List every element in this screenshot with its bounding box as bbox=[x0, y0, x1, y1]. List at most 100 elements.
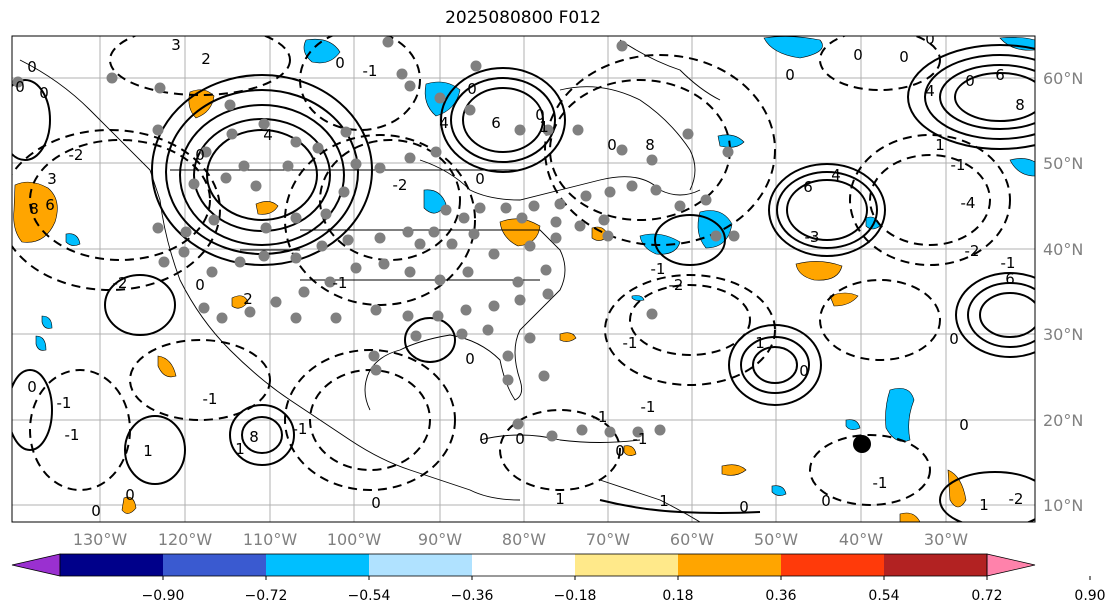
contour-label: -2 bbox=[669, 276, 684, 294]
contour-label: 6 bbox=[1005, 270, 1015, 288]
contour-label: -1 bbox=[363, 62, 378, 80]
colorbar-segment bbox=[163, 554, 266, 576]
contour-label: 2 bbox=[243, 290, 253, 308]
contour-label: 4 bbox=[439, 114, 449, 132]
colorbar bbox=[11, 553, 1036, 577]
longitude-label: 80°W bbox=[502, 530, 546, 549]
contour-label: -2 bbox=[113, 274, 128, 292]
contour-label: 1 bbox=[539, 118, 549, 136]
longitude-label: 70°W bbox=[586, 530, 630, 549]
contour-label: 0 bbox=[739, 498, 749, 516]
colorbar-tick-label: −0.36 bbox=[451, 588, 494, 604]
contour-label: -1 bbox=[951, 156, 966, 174]
contour-label: 6 bbox=[491, 114, 501, 132]
contour-label: 0 bbox=[965, 72, 975, 90]
longitude-label: 50°W bbox=[754, 530, 798, 549]
colorbar-tick-label: 0.18 bbox=[662, 588, 693, 604]
latitude-label: 50°N bbox=[1043, 154, 1083, 173]
contour-label: 0 bbox=[15, 78, 25, 96]
latitude-label: 40°N bbox=[1043, 240, 1083, 259]
contour-label: 0 bbox=[195, 276, 205, 294]
contour-label: 0 bbox=[515, 430, 525, 448]
contour-label: -3 bbox=[805, 228, 820, 246]
contour-label: 1 bbox=[659, 492, 669, 510]
contour-label: 0 bbox=[607, 136, 617, 154]
solid-contours bbox=[12, 44, 1035, 522]
contour-label: 0 bbox=[195, 146, 205, 164]
colorbar-min-extension bbox=[11, 553, 61, 577]
contour-label: -1 bbox=[203, 390, 218, 408]
map-frame bbox=[11, 35, 1036, 523]
dashed-contours bbox=[12, 36, 1011, 506]
contour-label: 1 bbox=[235, 440, 245, 458]
contour-label: 0 bbox=[475, 170, 485, 188]
contour-label: 3 bbox=[171, 36, 181, 54]
colorbar-segment bbox=[266, 554, 369, 576]
contour-label: 8 bbox=[249, 428, 259, 446]
longitude-label: 130°W bbox=[73, 530, 128, 549]
contour-label: -1 bbox=[1001, 254, 1016, 272]
contour-label: 1 bbox=[555, 490, 565, 508]
contour-label: 4 bbox=[831, 166, 841, 184]
contour-label: 0 bbox=[91, 502, 101, 520]
contour-label: 4 bbox=[925, 82, 935, 100]
contour-label: -1 bbox=[593, 408, 608, 426]
colorbar-segment bbox=[60, 554, 163, 576]
grid-lines bbox=[12, 36, 1035, 522]
contour-label: -1 bbox=[873, 474, 888, 492]
colorbar-segment bbox=[472, 554, 575, 576]
colorbar-tick-label: −0.90 bbox=[142, 588, 185, 604]
contour-label: 0 bbox=[39, 84, 49, 102]
longitude-label: 40°W bbox=[839, 530, 883, 549]
contour-label: -1 bbox=[333, 274, 348, 292]
contour-label: -1 bbox=[633, 430, 648, 448]
contour-label: 0 bbox=[535, 106, 545, 124]
contour-label: -1 bbox=[57, 394, 72, 412]
colorbar-segment bbox=[678, 554, 781, 576]
contour-label: 8 bbox=[29, 200, 39, 218]
contour-label: 0 bbox=[335, 54, 345, 72]
contour-label: -4 bbox=[961, 194, 976, 212]
contour-label: 6 bbox=[995, 66, 1005, 84]
contour-label: 0 bbox=[799, 362, 809, 380]
contour-label: 0 bbox=[925, 30, 935, 48]
colorbar-tick-label: 0.90 bbox=[1074, 588, 1105, 604]
colorbar-tick-label: −0.54 bbox=[348, 588, 391, 604]
contour-label: 6 bbox=[45, 196, 55, 214]
contour-label: 0 bbox=[27, 58, 37, 76]
contour-label: 4 bbox=[263, 126, 273, 144]
contour-label: -1 bbox=[623, 334, 638, 352]
contour-label: -2 bbox=[393, 176, 408, 194]
latitude-label: 30°N bbox=[1043, 325, 1083, 344]
colorbar-segment bbox=[884, 554, 987, 576]
contour-label: 1 bbox=[143, 442, 153, 460]
colorbar-tick-label: −0.72 bbox=[245, 588, 288, 604]
longitude-label: 30°W bbox=[924, 530, 968, 549]
contour-label: 1 bbox=[979, 496, 989, 514]
highlight-marker bbox=[853, 435, 871, 453]
contour-label: -2 bbox=[965, 242, 980, 260]
contour-label: 2 bbox=[201, 50, 211, 68]
contour-label: 8 bbox=[645, 136, 655, 154]
colorbar-segment bbox=[781, 554, 884, 576]
contour-label: -1 bbox=[651, 260, 666, 278]
map-title: 2025080800 F012 bbox=[445, 8, 601, 28]
longitude-label: 110°W bbox=[243, 530, 298, 549]
colorbar-tick-label: 0.36 bbox=[765, 588, 796, 604]
latitude-label: 60°N bbox=[1043, 69, 1083, 88]
contour-label: 0 bbox=[615, 442, 625, 460]
longitude-label: 100°W bbox=[327, 530, 382, 549]
contour-label: 0 bbox=[465, 350, 475, 368]
contour-label: 0 bbox=[959, 416, 969, 434]
latitude-label: 20°N bbox=[1043, 411, 1083, 430]
latitude-label: 10°N bbox=[1043, 496, 1083, 515]
contour-label: 0 bbox=[785, 66, 795, 84]
contour-label: 0 bbox=[125, 486, 135, 504]
contour-label: 0 bbox=[27, 378, 37, 396]
colorbar-segment bbox=[575, 554, 678, 576]
contour-label: 0 bbox=[371, 494, 381, 512]
contour-label: 0 bbox=[853, 46, 863, 64]
colorbar-tick-label: 0.54 bbox=[868, 588, 899, 604]
contour-label: -2 bbox=[69, 146, 84, 164]
